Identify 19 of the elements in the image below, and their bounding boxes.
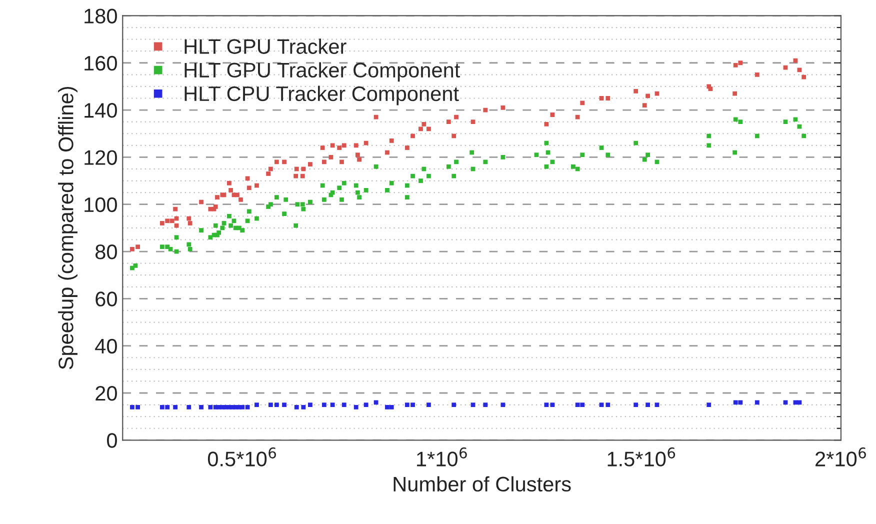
x-tick-label: 2*10$^{6}$ xyxy=(816,447,866,466)
x-axis-title: Number of Clusters xyxy=(394,476,571,492)
y-tick-label: 160 xyxy=(84,56,117,71)
x-tick-label: 1*10$^{6}$ xyxy=(417,447,467,466)
y-tick-label: 20 xyxy=(96,386,117,401)
x-tick-label: 0.5*10$^{6}$ xyxy=(208,447,276,466)
y-tick-label: 140 xyxy=(84,103,117,118)
y-tick-label: 80 xyxy=(96,244,117,260)
y-tick-label: 40 xyxy=(95,338,117,354)
y-axis-title: Speedup (compared to Offline) xyxy=(58,86,78,370)
y-tick-label: 180 xyxy=(84,8,117,24)
legend-label: HLT GPU Tracker Component xyxy=(184,62,460,82)
y-tick-label: 120 xyxy=(84,150,117,165)
y-tick-label: 0 xyxy=(107,433,117,448)
y-tick-label: 100 xyxy=(84,197,117,212)
x-tick-label: 1.5*10$^{6}$ xyxy=(608,447,676,466)
y-tick-label: 60 xyxy=(96,292,117,306)
legend-label: HLT GPU Tracker xyxy=(184,38,346,54)
legend-label: HLT CPU Tracker Component xyxy=(184,86,459,106)
